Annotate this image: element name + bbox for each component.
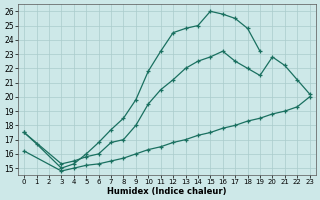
X-axis label: Humidex (Indice chaleur): Humidex (Indice chaleur) <box>107 187 227 196</box>
